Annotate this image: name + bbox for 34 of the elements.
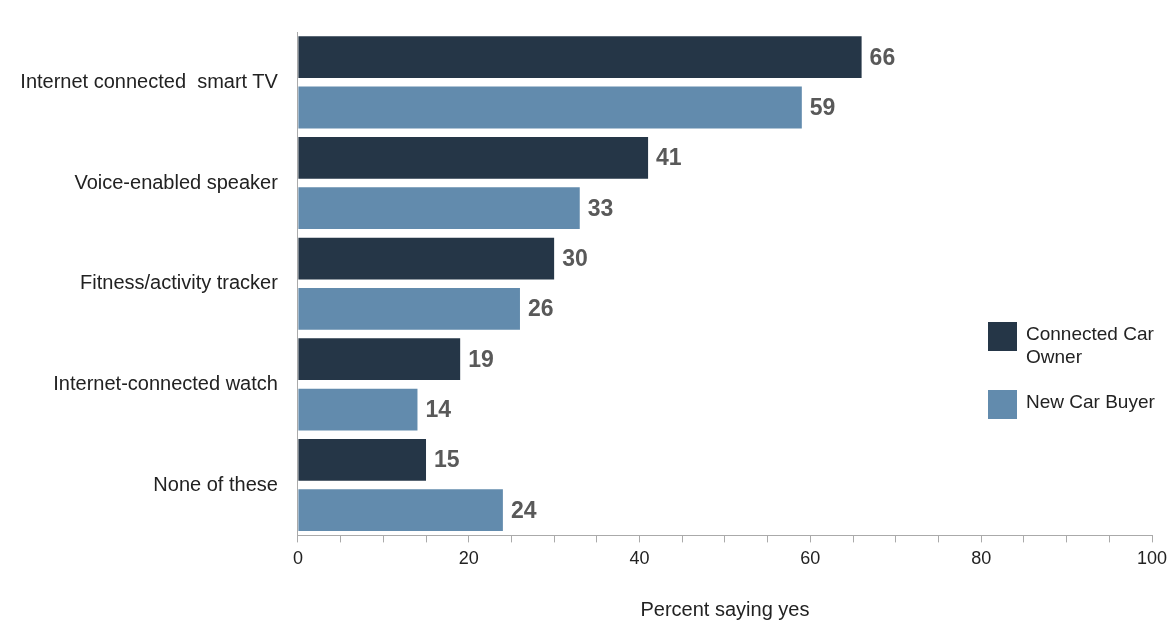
data-label: 59	[809, 93, 836, 120]
bar	[298, 86, 802, 129]
bar	[298, 489, 503, 532]
data-label: 24	[510, 496, 537, 523]
data-label: 19	[468, 345, 494, 372]
x-tick-label: 20	[458, 548, 479, 569]
x-tick-label: 40	[629, 548, 650, 569]
data-label: 33	[587, 194, 614, 221]
data-label: 41	[656, 144, 682, 171]
x-axis-title: Percent saying yes	[640, 597, 810, 620]
y-tick-label: Fitness/activity tracker	[80, 271, 279, 294]
legend-label: Connected Car Owner	[1026, 322, 1155, 368]
y-tick-label: Internet-connected watch	[53, 371, 278, 394]
x-tick-label: 80	[971, 548, 992, 569]
bar	[298, 136, 649, 179]
bar	[298, 287, 520, 330]
data-label: 14	[425, 395, 452, 422]
x-tick-label: 0	[292, 548, 303, 569]
data-label: 66	[869, 43, 896, 70]
data-label: 30	[562, 244, 588, 271]
bar	[298, 388, 418, 431]
y-tick-label: Voice-enabled speaker	[74, 170, 279, 193]
data-label: 26	[527, 295, 554, 322]
x-tick-label: 60	[800, 548, 821, 569]
data-label: 15	[434, 446, 460, 473]
bar	[298, 439, 427, 481]
bar	[298, 36, 862, 79]
legend-label: New Car Buyer	[1026, 390, 1156, 413]
y-tick-label: None of these	[153, 472, 278, 495]
bar	[298, 237, 555, 280]
y-tick-label: Internet connected smart TV	[20, 69, 279, 92]
bar	[298, 187, 580, 230]
x-tick-label: 100	[1136, 548, 1168, 569]
bar	[298, 338, 461, 381]
